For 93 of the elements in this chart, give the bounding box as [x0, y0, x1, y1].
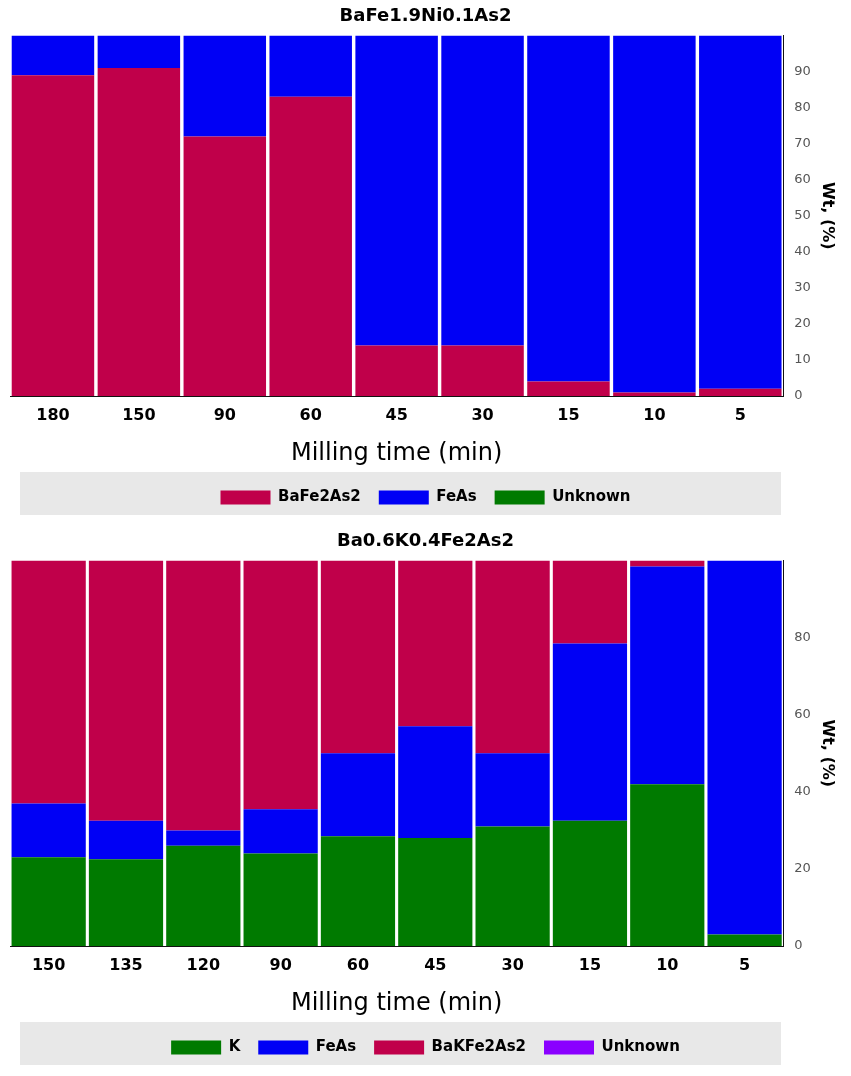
y-tick-label: 40: [794, 243, 811, 259]
x-tick-label: 5: [734, 404, 746, 424]
y-tick-label: 40: [794, 783, 811, 799]
bar: [320, 753, 396, 837]
y-tick-label: 0: [794, 937, 803, 953]
bar: [11, 35, 95, 76]
bar: [97, 35, 181, 69]
bar: [398, 560, 473, 727]
y-tick-label: 90: [794, 63, 811, 79]
bar: [699, 388, 782, 396]
bar: [613, 392, 696, 396]
bar: [355, 345, 438, 396]
bar: [475, 560, 550, 754]
y-tick-label: 80: [794, 629, 811, 645]
bar: [183, 35, 267, 137]
bar: [166, 560, 241, 831]
bar: [166, 830, 241, 846]
bar: [441, 35, 524, 346]
legend-label: BaKFe2As2: [431, 1037, 527, 1056]
bar: [630, 784, 705, 946]
x-tick-label: 180: [36, 404, 70, 424]
bar: [527, 381, 610, 396]
x-axis-title: Milling time (min): [290, 437, 503, 466]
y-tick-label: 70: [794, 135, 811, 151]
x-tick-label: 60: [299, 404, 322, 424]
chart-title: Ba0.6K0.4Fe2As2: [336, 529, 515, 551]
bar: [88, 560, 164, 821]
x-tick-label: 90: [213, 404, 236, 424]
x-tick-label: 30: [501, 954, 524, 974]
x-tick-label: 60: [346, 954, 370, 974]
legend-label: K: [228, 1037, 242, 1056]
x-tick-label: 150: [31, 954, 66, 974]
y-tick-label: 20: [794, 315, 811, 331]
x-tick-label: 10: [643, 404, 666, 424]
bar: [398, 726, 473, 839]
legend-label: FeAs: [436, 487, 477, 506]
bar: [707, 934, 782, 946]
y-tick-label: 60: [794, 171, 811, 187]
bar: [630, 566, 705, 785]
x-tick-label: 150: [122, 404, 156, 424]
y-tick-label: 0: [794, 387, 803, 403]
bar: [552, 560, 628, 644]
bar: [11, 75, 95, 396]
y-tick-label: 10: [794, 351, 811, 367]
y-axis-title: Wt, (%): [819, 719, 839, 788]
x-tick-label: 10: [656, 954, 679, 974]
bar: [243, 560, 318, 810]
bar: [88, 820, 164, 860]
bar: [183, 136, 267, 396]
legend-label: Unknown: [552, 487, 631, 506]
y-tick-label: 50: [794, 207, 811, 223]
y-tick-label: 80: [794, 99, 811, 115]
bar: [613, 35, 696, 393]
y-tick-label: 30: [794, 279, 811, 295]
bar: [552, 820, 628, 946]
bar: [475, 753, 550, 827]
bar: [320, 836, 396, 946]
x-tick-label: 5: [739, 954, 751, 974]
x-tick-label: 15: [578, 954, 602, 974]
bar: [88, 859, 164, 946]
y-tick-label: 60: [794, 706, 811, 722]
bar: [355, 35, 438, 346]
bar: [475, 826, 550, 946]
x-tick-label: 45: [424, 954, 447, 974]
bar: [699, 35, 782, 389]
bar: [11, 857, 86, 946]
y-tick-label: 20: [794, 860, 811, 876]
bar: [243, 853, 318, 946]
bar: [441, 345, 524, 396]
bar: [11, 560, 86, 804]
x-tick-label: 120: [186, 954, 221, 974]
x-tick-label: 135: [109, 954, 143, 974]
legend-label: BaFe2As2: [278, 487, 361, 506]
x-tick-label: 30: [471, 404, 494, 424]
bar: [527, 35, 610, 382]
bar: [707, 560, 782, 935]
bar: [243, 809, 318, 854]
x-tick-label: 15: [557, 404, 580, 424]
x-axis-title: Milling time (min): [290, 987, 503, 1016]
bar: [320, 560, 396, 754]
bar: [269, 35, 352, 97]
chart-title: BaFe1.9Ni0.1As2: [339, 4, 512, 26]
bar: [398, 838, 473, 946]
bar: [552, 643, 628, 821]
x-tick-label: 90: [269, 954, 292, 974]
bar: [166, 845, 241, 946]
bar: [269, 96, 352, 396]
y-axis-title: Wt, (%): [819, 182, 839, 250]
x-tick-label: 45: [385, 404, 408, 424]
legend-label: Unknown: [601, 1037, 680, 1056]
bar: [11, 803, 86, 858]
bar: [97, 68, 181, 396]
legend-label: FeAs: [315, 1037, 357, 1056]
